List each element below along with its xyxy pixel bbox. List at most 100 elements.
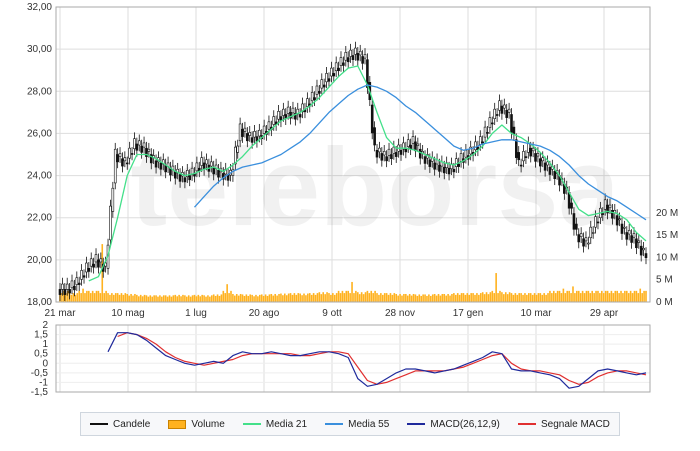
candle-body — [591, 232, 595, 234]
candle-body — [507, 108, 511, 113]
candle-body — [205, 159, 208, 165]
volume-bar — [84, 293, 86, 302]
volume-bar — [324, 294, 326, 302]
volume-bar — [577, 290, 580, 302]
volume-bar — [266, 295, 269, 302]
volume-bar — [182, 294, 184, 302]
volume-bar — [612, 293, 615, 302]
candle-body — [262, 125, 266, 134]
volume-bar — [272, 295, 275, 302]
candle-body — [363, 54, 367, 59]
volume-bar — [103, 293, 105, 302]
macd-tick-label: 0,5 — [34, 349, 48, 360]
volume-bar — [622, 293, 624, 302]
volume-bar — [210, 295, 213, 302]
volume-bar — [88, 290, 90, 302]
candle-body — [306, 98, 309, 107]
candle-body — [238, 123, 242, 142]
legend-item: Segnale MACD — [517, 419, 610, 430]
candle-body — [277, 111, 280, 120]
candle-body — [498, 100, 501, 111]
candle-body — [313, 97, 316, 101]
volume-bar — [235, 293, 238, 302]
volume-bar — [420, 295, 423, 302]
candle-body — [330, 67, 333, 77]
volume-bar — [184, 295, 186, 302]
volume-bar — [107, 293, 109, 302]
volume-bar — [122, 294, 125, 302]
volume-bar — [458, 294, 461, 302]
volume-bar — [268, 294, 271, 302]
volume-bar — [203, 295, 205, 302]
candle-body — [89, 258, 93, 267]
candle-body — [539, 158, 542, 167]
volume-bar — [78, 290, 81, 302]
volume-bar — [618, 293, 620, 302]
volume-bar — [599, 293, 601, 302]
candle-body — [594, 216, 597, 228]
candle-body — [515, 139, 518, 158]
candle-body — [546, 161, 549, 166]
volume-bar — [72, 293, 75, 302]
volume-bar — [97, 290, 100, 302]
price-tick-label: 20,00 — [27, 255, 52, 266]
volume-bar — [308, 293, 311, 302]
candle-body — [327, 78, 331, 82]
volume-bar — [610, 290, 613, 302]
volume-bar — [447, 293, 449, 302]
macd-tick-label: 2 — [42, 320, 48, 331]
candle-body — [512, 126, 516, 135]
volume-bar — [497, 293, 499, 302]
candle-body — [399, 149, 403, 155]
volume-bar — [295, 294, 298, 302]
legend-item: Media 21 — [242, 419, 307, 430]
volume-bar — [624, 290, 626, 302]
candle-body — [510, 114, 513, 133]
candle-body — [118, 153, 122, 157]
candle-body — [272, 116, 276, 125]
volume-bar — [282, 295, 284, 302]
volume-bar — [405, 293, 407, 302]
candle-body — [584, 237, 588, 242]
legend-swatch — [242, 423, 261, 425]
legend-swatch — [517, 423, 536, 425]
volume-bar — [470, 293, 472, 302]
volume-bar — [554, 293, 557, 302]
series-line-macd — [107, 332, 647, 389]
candle-body — [349, 49, 352, 57]
macd-lines — [107, 332, 647, 389]
volume-bar — [105, 290, 107, 302]
volume-bar — [641, 293, 643, 302]
volume-bar — [178, 294, 180, 302]
volume-bar — [157, 296, 159, 302]
volume-bar — [499, 290, 501, 302]
candle-body — [531, 147, 535, 152]
volume-bar — [74, 294, 77, 302]
volume-bar — [445, 295, 447, 302]
volume-bar — [556, 290, 559, 302]
volume-bar — [428, 294, 430, 302]
candle-body — [503, 104, 506, 109]
volume-bar — [330, 294, 332, 302]
volume-bar — [520, 293, 522, 302]
volume-bar — [412, 293, 415, 302]
volume-bar — [606, 290, 609, 302]
volume-bar — [180, 296, 182, 302]
legend-swatch — [168, 419, 187, 429]
candle-body — [375, 149, 379, 158]
volume-bar — [174, 294, 177, 302]
candle-body — [358, 50, 362, 56]
volume-bar — [570, 293, 572, 302]
volume-bar — [585, 290, 588, 302]
candle-body — [637, 240, 641, 243]
volume-bar — [576, 290, 578, 302]
candle-body — [486, 132, 489, 134]
volume-bar — [604, 290, 607, 302]
volume-bar — [510, 293, 513, 302]
volume-bar — [568, 290, 570, 302]
volume-bar — [516, 294, 519, 302]
volume-bar — [301, 295, 303, 302]
volume-bar — [385, 293, 388, 302]
volume-bar — [283, 293, 286, 302]
candle-body — [620, 223, 624, 234]
